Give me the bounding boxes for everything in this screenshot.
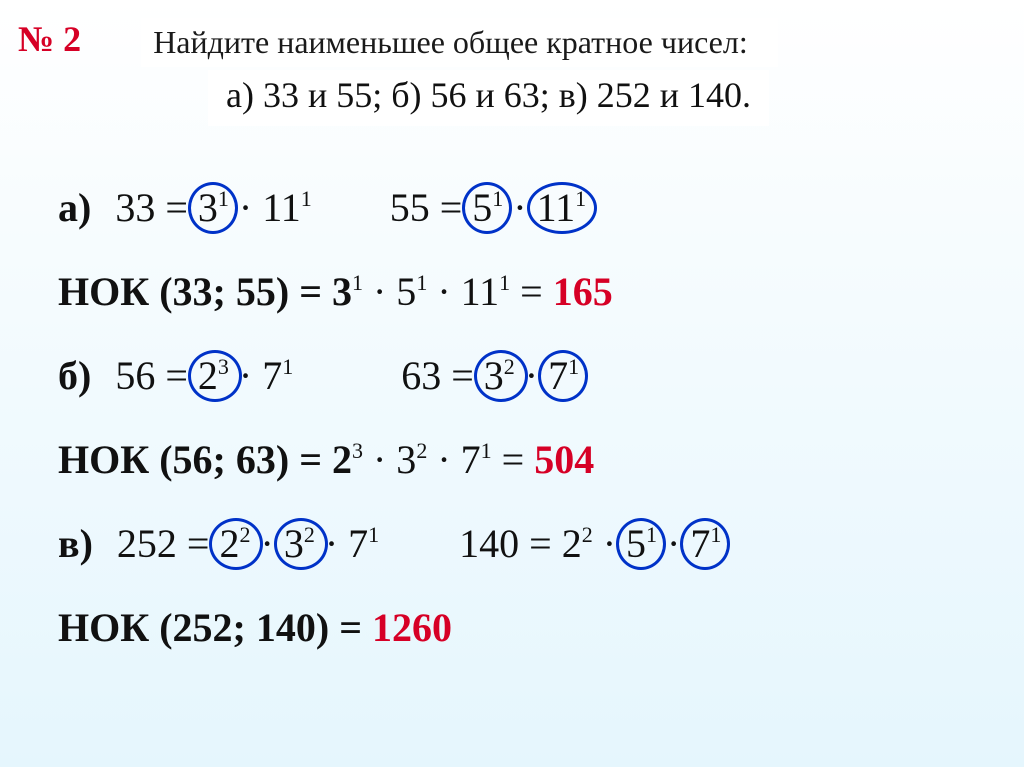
a-nok-label: НОК (33; 55) = 3 — [58, 269, 352, 314]
c-answer: 1260 — [372, 605, 452, 650]
worked-solutions: а) 33 = 31 · 111 55 = 51 · 111 НОК (33; … — [58, 188, 721, 688]
line-b-nok: НОК (56; 63) = 23 · 32 · 71 = 504 — [58, 440, 721, 480]
header-row: № 2 Найдите наименьшее общее кратное чис… — [0, 18, 1024, 67]
problem-number: № 2 — [18, 18, 81, 60]
part-a-label: а) — [58, 185, 91, 230]
c-252-factor-2: 22 — [219, 524, 250, 564]
problem-title: Найдите наименьшее общее кратное чисел: — [141, 18, 778, 67]
b-nok-label: НОК (56; 63) = 2 — [58, 437, 352, 482]
a-33-factor-3: 31 — [198, 188, 229, 228]
c-140-factor-7: 71 — [690, 524, 721, 564]
b-63-factor-3: 32 — [484, 356, 515, 396]
part-b-label: б) — [58, 353, 91, 398]
b-56-lhs: 56 = — [115, 353, 198, 398]
b-63-factor-7: 71 — [548, 356, 579, 396]
b-56-factor-2: 23 — [198, 356, 229, 396]
a-55-factor-5: 51 — [472, 188, 503, 228]
part-c-label: в) — [58, 521, 93, 566]
b-63-lhs: 63 = — [401, 353, 484, 398]
line-c-nok: НОК (252; 140) = 1260 — [58, 608, 721, 648]
line-a-factors: а) 33 = 31 · 111 55 = 51 · 111 — [58, 188, 721, 228]
b-answer: 504 — [534, 437, 594, 482]
c-140-factor-5: 51 — [626, 524, 657, 564]
c-140-lhs: 140 = 2 — [459, 521, 582, 566]
c-nok-label: НОК (252; 140) = — [58, 605, 372, 650]
line-b-factors: б) 56 = 23 · 71 63 = 32 · 71 — [58, 356, 721, 396]
line-a-nok: НОК (33; 55) = 31 · 51 · 111 = 165 — [58, 272, 721, 312]
a-55-lhs: 55 = — [390, 185, 473, 230]
subproblems-list: а) 33 и 55; б) 56 и 63; в) 252 и 140. — [208, 70, 769, 126]
a-55-factor-11: 111 — [537, 188, 587, 228]
a-33-dot: · — [229, 185, 262, 230]
a-33-lhs: 33 = — [115, 185, 198, 230]
a-55-dot: · — [503, 185, 536, 230]
a-answer: 165 — [553, 269, 613, 314]
line-c-factors: в) 252 = 22 · 32 · 71 140 = 22 · 51 · 71 — [58, 524, 721, 564]
c-252-lhs: 252 = — [117, 521, 220, 566]
c-252-factor-3: 32 — [284, 524, 315, 564]
